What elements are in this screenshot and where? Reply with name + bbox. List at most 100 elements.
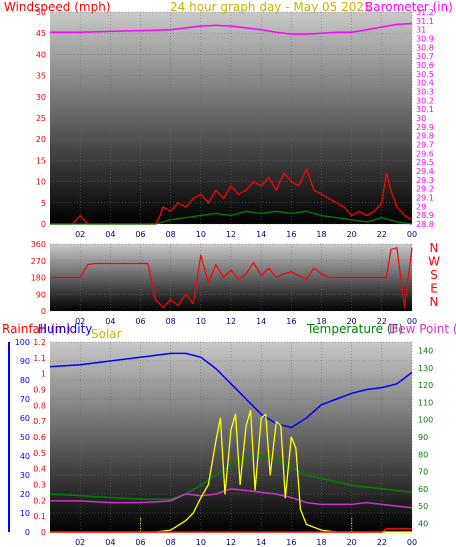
direction-x-tick-label: 06 (135, 317, 145, 326)
humidity-tick-label: 0 (25, 528, 30, 537)
wind-x-tick-label: 18 (316, 230, 326, 239)
windspeed-tick-label: 40 (36, 50, 46, 59)
rainfall-tick-label: 0.2 (33, 496, 46, 505)
barometer-tick-label: 29 (416, 202, 426, 211)
temperature-tick-label: 130 (418, 364, 433, 373)
windspeed-tick-label: 20 (36, 135, 46, 144)
solar-line (50, 409, 412, 533)
barometer-tick-label: 30.3 (416, 88, 434, 97)
barometer-tick-label: 30.2 (416, 96, 434, 105)
direction-x-tick-label: 12 (226, 317, 236, 326)
barometer-tick-label: 29.5 (416, 158, 434, 167)
temperature-tick-label: 80 (418, 450, 428, 459)
direction-tick-label: 90 (36, 290, 46, 299)
barometer-tick-label: 29.1 (416, 194, 434, 203)
barometer-tick-label: 30.8 (416, 43, 434, 52)
rainfall-tick-label: 0.6 (33, 433, 46, 442)
humidity-tick-label: 20 (20, 490, 30, 499)
rainfall-tick-label: 1.1 (33, 354, 46, 363)
wind-x-tick-label: 10 (196, 230, 206, 239)
dewpoint-axis-label: Dew Point (F) (389, 322, 456, 336)
rainfall-axis-label: Rainfall (in) (2, 322, 71, 336)
windspeed-tick-label: 50 (36, 8, 46, 17)
barometer-tick-label: 28.8 (416, 220, 434, 229)
barometer-tick-label: 31.2 (416, 8, 434, 17)
barometer-tick-label: 30.6 (416, 61, 434, 70)
direction-x-tick-label: 14 (256, 317, 266, 326)
temperature-tick-label: 120 (418, 381, 433, 390)
climate-x-tick-label: 18 (316, 538, 326, 547)
climate-x-tick-label: 00 (407, 538, 417, 547)
rainfall-line (50, 528, 412, 533)
climate-x-tick-label: 08 (166, 538, 176, 547)
barometer-tick-label: 30.5 (416, 70, 434, 79)
barometer-tick-label: 29.9 (416, 123, 434, 132)
direction-tick-label: 270 (31, 257, 46, 266)
barometer-tick-label: 30 (416, 114, 426, 123)
wind-x-tick-label: 06 (135, 230, 145, 239)
windspeed-average-line (50, 210, 413, 225)
climate-x-tick-label: 22 (377, 538, 387, 547)
wind-x-tick-label: 20 (347, 230, 357, 239)
temperature-axis-label: Temperature (F) (306, 322, 403, 336)
barometer-tick-label: 30.9 (416, 35, 434, 44)
climate-x-tick-label: 06 (135, 538, 145, 547)
temperature-tick-label: 100 (418, 416, 433, 425)
direction-x-tick-label: 10 (196, 317, 206, 326)
rainfall-tick-label: 0.5 (33, 449, 46, 458)
direction-tick-label: 0 (41, 307, 46, 316)
humidity-axis-label: Humidity (38, 322, 92, 336)
rainfall-tick-label: 0.7 (33, 417, 46, 426)
humidity-tick-label: 80 (20, 376, 30, 385)
compass-direction-label: N (430, 241, 439, 255)
barometer-tick-label: 29.8 (416, 132, 434, 141)
humidity-tick-label: 40 (20, 452, 30, 461)
direction-x-tick-label: 20 (347, 317, 357, 326)
windspeed-tick-label: 35 (36, 72, 46, 81)
temperature-tick-label: 90 (418, 433, 428, 442)
humidity-tick-label: 90 (20, 357, 30, 366)
wind-x-tick-label: 12 (226, 230, 236, 239)
humidity-tick-label: 50 (20, 433, 30, 442)
rainfall-tick-label: 0 (41, 528, 46, 537)
climate-x-tick-label: 12 (226, 538, 236, 547)
chart-layer: 0510152025303540455028.828.92929.129.229… (8, 8, 440, 547)
windspeed-tick-label: 25 (36, 114, 46, 123)
period-label: 24 hour graph day - May 05 2025 (170, 0, 372, 14)
barometer-tick-label: 30.1 (416, 105, 434, 114)
wind-x-tick-label: 08 (166, 230, 176, 239)
direction-x-tick-label: 02 (75, 317, 85, 326)
humidity-tick-label: 60 (20, 414, 30, 423)
climate-x-tick-label: 10 (196, 538, 206, 547)
direction-tick-label: 360 (31, 240, 46, 249)
compass-direction-label: E (430, 282, 438, 296)
barometer-tick-label: 29.3 (416, 176, 434, 185)
windspeed-tick-label: 5 (41, 199, 46, 208)
rainfall-tick-label: 0.9 (33, 386, 46, 395)
barometer-tick-label: 29.7 (416, 141, 434, 150)
barometer-tick-label: 30.4 (416, 79, 434, 88)
temperature-tick-label: 70 (418, 468, 428, 477)
direction-x-tick-label: 08 (166, 317, 176, 326)
wind-x-tick-label: 14 (256, 230, 266, 239)
humidity-line (49, 352, 413, 429)
rainfall-tick-label: 0.3 (33, 481, 46, 490)
rainfall-tick-label: 0.1 (33, 512, 46, 521)
rainfall-tick-label: 1 (41, 370, 46, 379)
dewpoint-line (50, 488, 413, 509)
barometer-line (50, 22, 413, 35)
climate-x-tick-label: 16 (286, 538, 296, 547)
barometer-tick-label: 31 (416, 26, 426, 35)
windspeed-axis-label: Windspeed (mph) (4, 0, 111, 14)
climate-x-tick-label: 20 (347, 538, 357, 547)
windspeed-tick-label: 15 (36, 156, 46, 165)
direction-x-tick-label: 18 (316, 317, 326, 326)
humidity-tick-label: 70 (20, 395, 30, 404)
wind-x-tick-label: 00 (407, 230, 417, 239)
temperature-tick-label: 40 (418, 519, 428, 528)
temperature-tick-label: 60 (418, 485, 428, 494)
direction-tick-label: 180 (31, 274, 46, 283)
wind-x-tick-label: 04 (105, 230, 115, 239)
rainfall-tick-label: 0.8 (33, 401, 46, 410)
